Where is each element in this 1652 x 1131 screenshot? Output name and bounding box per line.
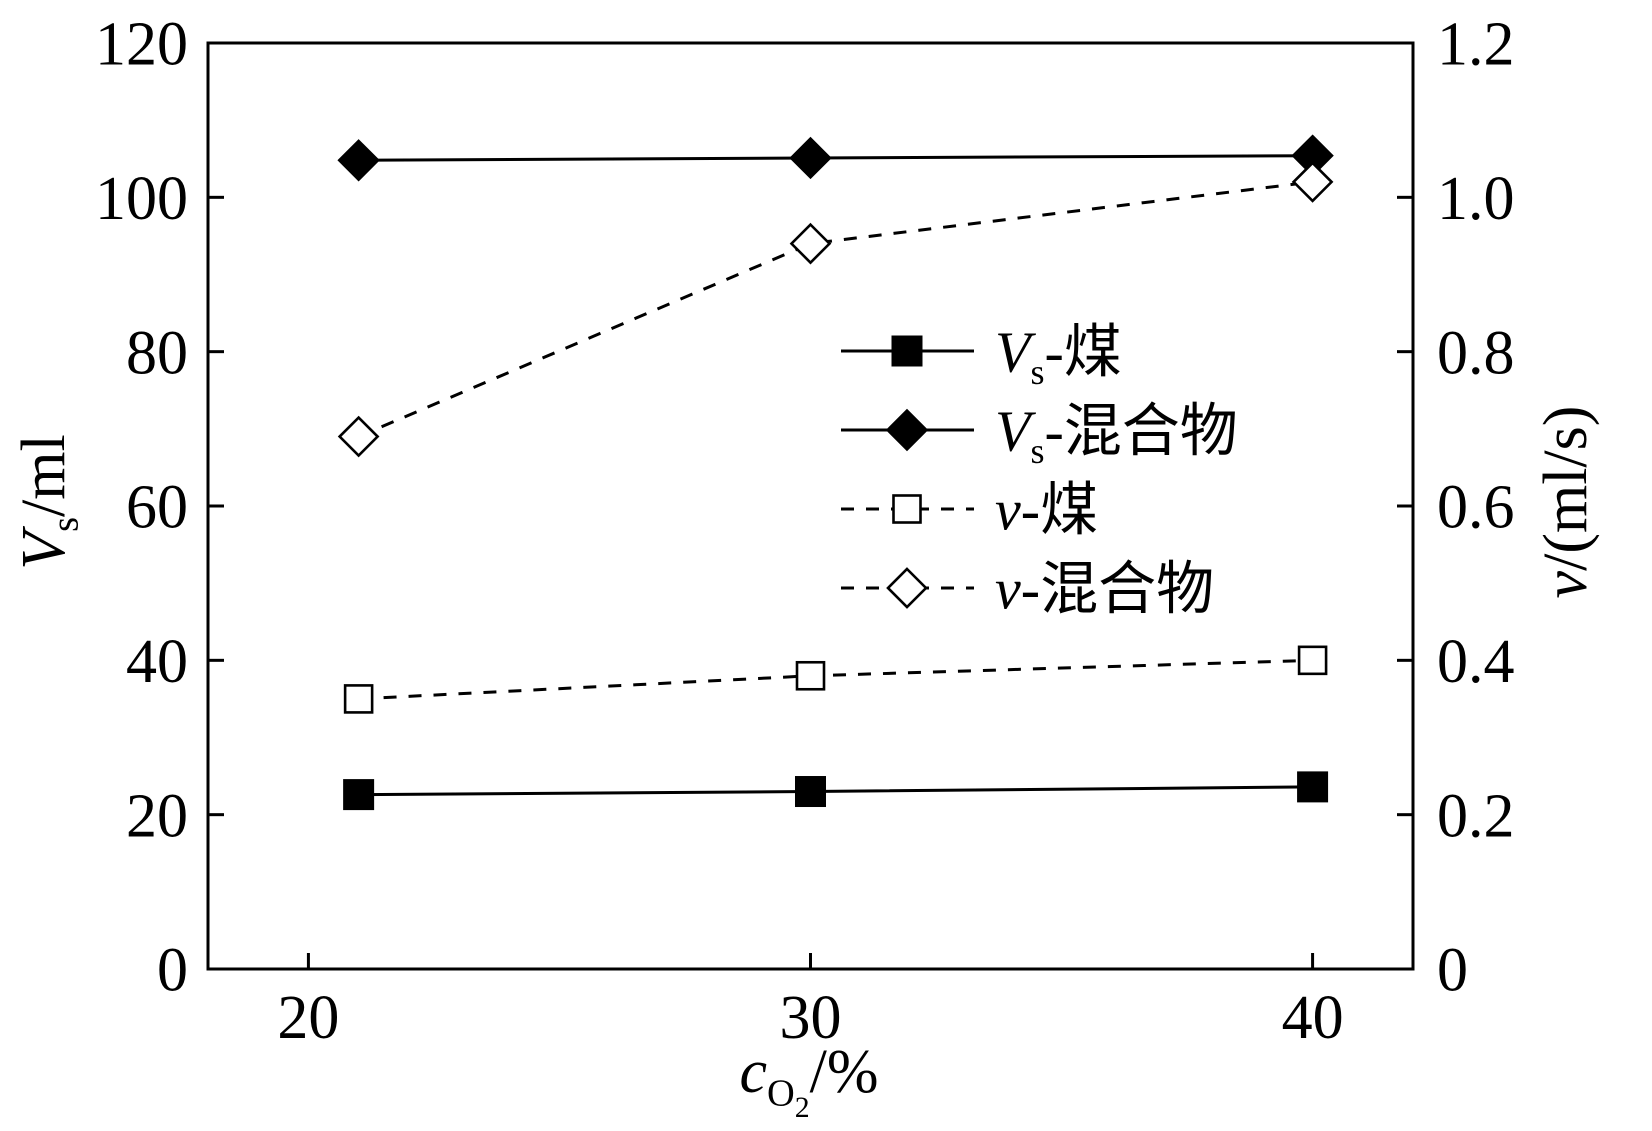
y-left-tick-label: 60 [126, 474, 188, 542]
series-layer [337, 134, 1334, 811]
label-segment: -混合物 [1044, 398, 1237, 463]
legend-entry-4: v-混合物 [841, 556, 1214, 621]
legend-marker [886, 567, 928, 609]
label-segment: /(ml/s) [1532, 406, 1600, 571]
legend-label: v-煤 [995, 477, 1098, 542]
label-segment: 2 [795, 1091, 810, 1124]
series-1-point-2 [795, 776, 826, 808]
label-segment: /ml [10, 434, 78, 517]
y-right-tick-label: 1.2 [1437, 11, 1515, 79]
legend-entry-2: Vs-混合物 [841, 398, 1238, 471]
x-axis-label: cO2/% [739, 1038, 878, 1124]
y-right-tick-label: 1.0 [1437, 165, 1515, 233]
series-3-point-2 [795, 660, 826, 691]
x-tick-label: 40 [1282, 984, 1344, 1052]
label-segment: /% [810, 1038, 879, 1106]
x-tick-label: 20 [277, 984, 339, 1052]
legend-label: Vs-混合物 [995, 398, 1238, 471]
label-segment: V [995, 319, 1037, 384]
series-2-point-2 [789, 136, 832, 180]
series-1-point-3 [1297, 771, 1329, 803]
label-segment: v [1532, 570, 1600, 598]
label-segment: s [45, 517, 87, 532]
y-axis-label-left: Vs/ml [10, 434, 87, 570]
series-4-point-3 [1291, 161, 1334, 203]
y-right-tick-label: 0.8 [1437, 319, 1515, 387]
label-segment: -煤 [1044, 319, 1121, 384]
y-left-tick-label: 20 [126, 782, 188, 850]
series-4-point-2 [789, 222, 832, 265]
label-segment: s [1030, 352, 1044, 392]
y-left-tick-label: 100 [95, 165, 188, 233]
y-left-tick-label: 0 [157, 937, 188, 1005]
label-segment: V [995, 398, 1037, 463]
legend-marker [891, 335, 923, 367]
y-left-tick-label: 80 [126, 319, 188, 387]
label-segment: v [995, 556, 1021, 621]
y-right-tick-label: 0.2 [1437, 782, 1515, 850]
label-segment: O [767, 1073, 795, 1115]
x-tick-label: 30 [780, 984, 842, 1052]
legend-entry-3: v-煤 [841, 477, 1098, 542]
label-segment: s [1030, 431, 1044, 471]
legend-marker [892, 494, 922, 524]
label-segment: v [995, 477, 1021, 542]
y-left-tick-label: 40 [126, 628, 188, 696]
series-3-point-3 [1297, 645, 1328, 676]
axes: 0 20 40 60 80 100 120 0 0.2 0.4 0.6 0.8 1.0 1.2 20 30 40 [95, 11, 1515, 1052]
legend-marker [885, 408, 929, 452]
y-right-tick-label: 0.6 [1437, 474, 1515, 542]
legend-label: Vs-煤 [995, 319, 1122, 392]
series-3-point-1 [343, 684, 374, 714]
label-segment: -煤 [1021, 477, 1098, 542]
series-2-point-1 [337, 139, 380, 182]
series-4-point-1 [337, 415, 380, 458]
series-1-point-1 [343, 779, 375, 811]
y-axis-label-right: v/(ml/s) [1532, 406, 1600, 599]
legend-label: v-混合物 [995, 556, 1214, 621]
series-4-line [358, 180, 1313, 438]
y-right-tick-label: 0.4 [1437, 628, 1515, 696]
label-segment: c [739, 1038, 767, 1106]
label-segment: V [10, 526, 78, 570]
legend-entry-1: Vs-煤 [841, 319, 1122, 392]
y-left-tick-label: 120 [95, 11, 188, 79]
label-segment: -混合物 [1021, 556, 1214, 621]
y-right-tick-label: 0 [1437, 937, 1468, 1005]
